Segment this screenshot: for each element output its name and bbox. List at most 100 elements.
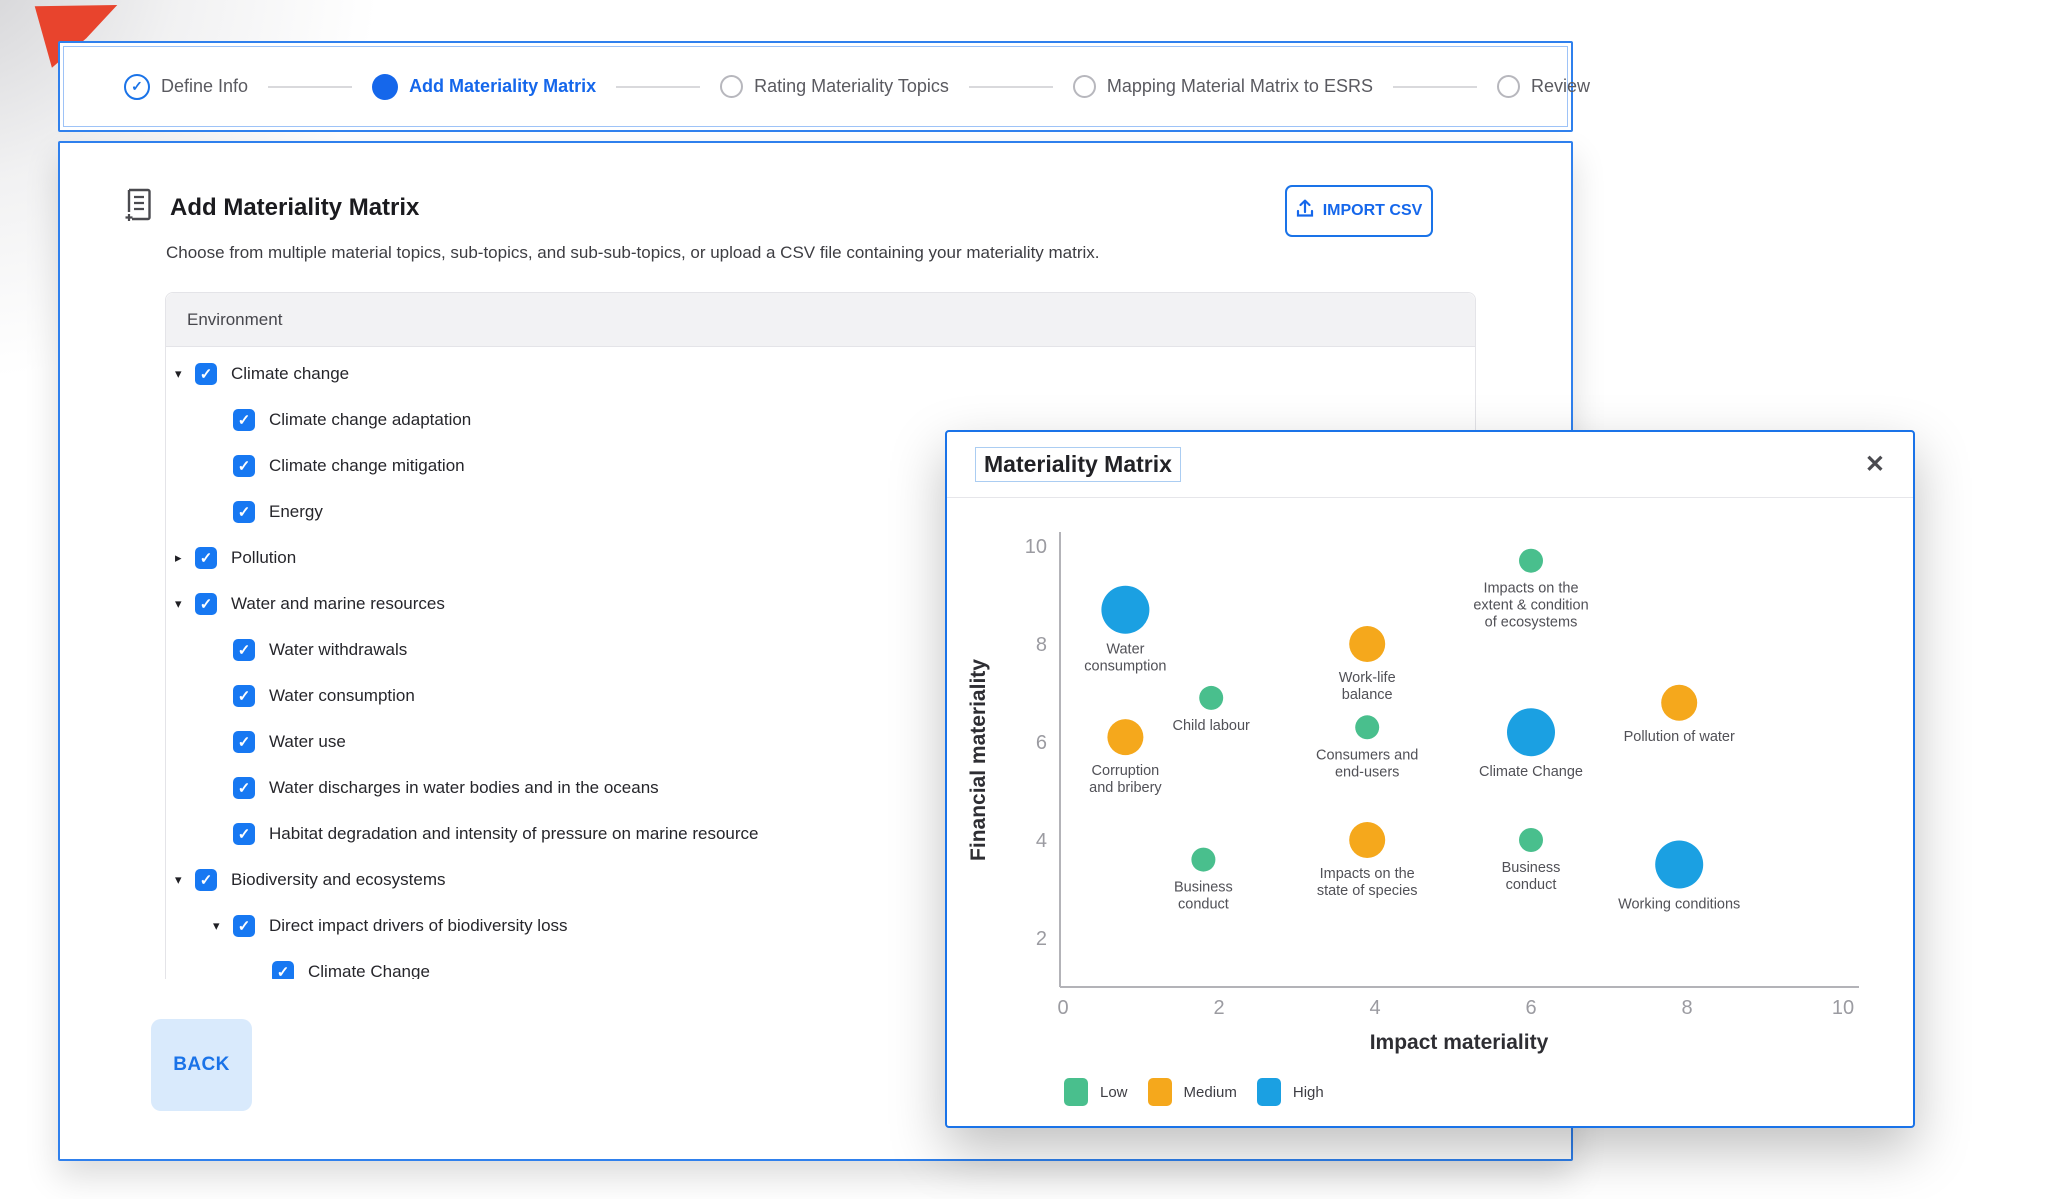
checkbox-checked[interactable]: ✓ [195,363,217,385]
tree-item-label: Water consumption [269,686,415,705]
svg-text:Impacts on the: Impacts on the [1320,866,1415,882]
svg-text:Pollution of water: Pollution of water [1624,729,1735,745]
svg-text:Corruption: Corruption [1092,763,1160,779]
checkbox-checked[interactable]: ✓ [195,869,217,891]
svg-text:end-users: end-users [1335,764,1399,780]
step-mapping-material-matrix-to-esrs[interactable]: Mapping Material Matrix to ESRS [1072,75,1373,98]
title-row: Add Materiality Matrix [122,187,419,228]
step-connector [1392,85,1477,88]
tree-item-label: Water and marine resources [231,594,445,613]
tree-row: ▾ ✓ Direct impact drivers of biodiversity … [166,903,1475,949]
step-add-materiality-matrix[interactable]: Add Materiality Matrix [372,73,597,100]
checkbox-checked[interactable]: ✓ [233,915,255,937]
checkbox-checked[interactable]: ✓ [195,593,217,615]
checkbox-checked[interactable]: ✓ [233,685,255,707]
svg-text:Impacts on the: Impacts on the [1483,581,1578,597]
step-connector [268,85,353,88]
svg-text:Work-life: Work-life [1339,670,1396,686]
legend-swatch [1256,1078,1281,1106]
svg-text:Consumers and: Consumers and [1316,747,1418,763]
tree-item-label: Energy [269,502,323,521]
tree-row: ✓ Water use [166,719,1475,765]
svg-text:4: 4 [1369,997,1380,1019]
import-csv-button[interactable]: IMPORT CSV [1285,185,1433,237]
tree-item-label: Climate change adaptation [269,410,472,429]
tree-item-label: Biodiversity and ecosystems [231,870,446,889]
checkbox-checked[interactable]: ✓ [233,731,255,753]
step-check-icon: ✓ [124,73,150,100]
legend-swatch [1064,1078,1088,1106]
back-button[interactable]: BACK [151,1019,252,1111]
chart-legend: Low Medium High [1064,1078,1324,1106]
step-review[interactable]: Review [1496,75,1590,98]
svg-text:consumption: consumption [1084,659,1166,675]
svg-text:balance: balance [1342,687,1393,703]
legend-item-medium: Medium [1147,1078,1237,1106]
step-connector [968,85,1053,88]
svg-text:extent & condition: extent & condition [1473,598,1588,614]
tree-row: ✓ Energy [166,489,1475,535]
svg-text:10: 10 [1832,997,1854,1019]
tree-row: ✓ Water withdrawals [166,627,1475,673]
step-circle-icon [720,75,744,98]
svg-text:4: 4 [1036,830,1047,852]
checkbox-checked[interactable]: ✓ [233,409,255,431]
step-circle-icon [372,73,399,100]
svg-text:6: 6 [1525,997,1536,1019]
checkbox-checked[interactable]: ✓ [195,547,217,569]
materiality-matrix-modal: Materiality Matrix ✕ 2 4 6 8 10 0 2 4 6 8 10 Financ… [945,430,1915,1128]
legend-swatch [1147,1078,1172,1106]
step-circle-icon [1496,75,1520,98]
caret-down-icon[interactable]: ▾ [175,872,182,887]
tree-row: ✓ Climate change mitigation [166,443,1475,489]
svg-text:Impact materiality: Impact materiality [1370,1031,1549,1054]
step-connector [616,85,701,88]
legend-item-high: High [1256,1078,1324,1106]
checkbox-checked[interactable]: ✓ [233,823,255,845]
caret-down-icon[interactable]: ▾ [175,596,182,611]
checkbox-checked[interactable]: ✓ [272,961,294,983]
svg-text:Business: Business [1174,880,1233,896]
environment-panel-header: Environment [166,293,1475,347]
stepper: ✓ Define Info Add Materiality Matrix Rating… [124,73,1590,100]
tree-item-label: Climate change mitigation [269,456,465,475]
page-title: Add Materiality Matrix [170,193,420,221]
caret-down-icon[interactable]: ▾ [175,366,182,381]
checkbox-checked[interactable]: ✓ [233,777,255,799]
tree-row: ▾ ✓ Climate change [166,351,1475,397]
upload-icon [1296,199,1314,223]
svg-text:of ecosystems: of ecosystems [1485,615,1578,631]
svg-text:Climate Change: Climate Change [1479,764,1583,780]
tree-item-label: Water discharges in water bodies and in … [269,778,659,797]
stepper-card: ✓ Define Info Add Materiality Matrix Rating… [58,41,1590,132]
checkbox-checked[interactable]: ✓ [233,639,255,661]
step-label: Define Info [161,76,249,96]
step-rating-materiality-topics[interactable]: Rating Materiality Topics [720,75,949,98]
svg-text:Working conditions: Working conditions [1618,897,1740,913]
step-define-info[interactable]: ✓ Define Info [124,73,249,100]
caret-down-icon[interactable]: ▾ [213,918,220,933]
tree-item-label: Climate change [231,364,350,383]
checkbox-checked[interactable]: ✓ [233,455,255,477]
svg-text:8: 8 [1681,997,1692,1019]
modal-title: Materiality Matrix [975,447,1181,482]
tree-row: ✓ Climate Change [166,949,1475,995]
step-label: Add Materiality Matrix [409,76,597,96]
step-label: Mapping Material Matrix to ESRS [1106,76,1373,96]
checkbox-checked[interactable]: ✓ [233,501,255,523]
step-label: Rating Materiality Topics [754,76,949,96]
svg-text:2: 2 [1036,928,1047,950]
close-icon[interactable]: ✕ [1864,450,1885,478]
tree-row: ✓ Water discharges in water bodies and in… [166,765,1475,811]
tree-item-label: Habitat degradation and intensity of pre… [269,824,759,843]
import-csv-label: IMPORT CSV [1322,202,1423,219]
tree-item-label: Direct impact drivers of biodiversity lo… [269,916,568,935]
svg-text:Child labour: Child labour [1173,718,1251,734]
legend-label: High [1292,1083,1324,1101]
legend-item-low: Low [1064,1078,1128,1106]
svg-text:8: 8 [1036,634,1047,656]
caret-right-icon[interactable]: ▸ [175,550,182,565]
tree-row: ▾ ✓ Water and marine resources [166,581,1475,627]
tree-row: ✓ Habitat degradation and intensity of pr… [166,811,1475,857]
bubble-chart-svg: 2 4 6 8 10 0 2 4 6 8 10 Financial materiality Impact… [967,532,1859,1054]
